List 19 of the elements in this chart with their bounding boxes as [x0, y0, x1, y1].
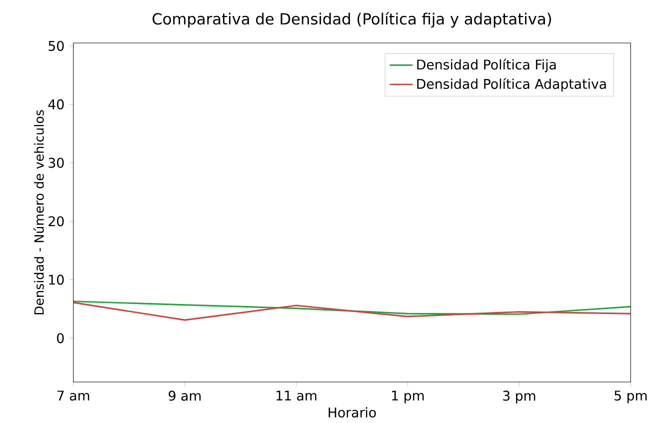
x-tick-label: 9 am	[168, 390, 201, 401]
x-axis-title: Horario	[328, 407, 376, 418]
legend-label: Densidad Política Fija	[417, 58, 556, 72]
y-tick-label: 10	[49, 274, 64, 285]
line-series	[73, 302, 631, 321]
line-series	[73, 300, 631, 315]
x-tick-label: 5 pm	[614, 390, 647, 404]
y-tick-label: 30	[48, 158, 64, 168]
x-tick-label: 7 am	[57, 390, 90, 401]
chart-title: Comparativa de Densidad (Política fija y adaptativa)	[152, 12, 552, 28]
y-tick-label: 50	[48, 40, 64, 51]
x-tick-label: 1 pm	[392, 390, 424, 404]
x-tick-label: 3 pm	[503, 390, 536, 404]
y-tick-label: 0	[57, 333, 64, 344]
y-tick-label: 20	[48, 216, 64, 226]
y-tick-label: 40	[48, 99, 64, 110]
x-tick-label: 11 am	[276, 390, 316, 401]
y-axis-title: Densidad - Número de vehiculos	[34, 110, 44, 314]
legend-label: Densidad Política Adaptativa	[417, 78, 606, 92]
